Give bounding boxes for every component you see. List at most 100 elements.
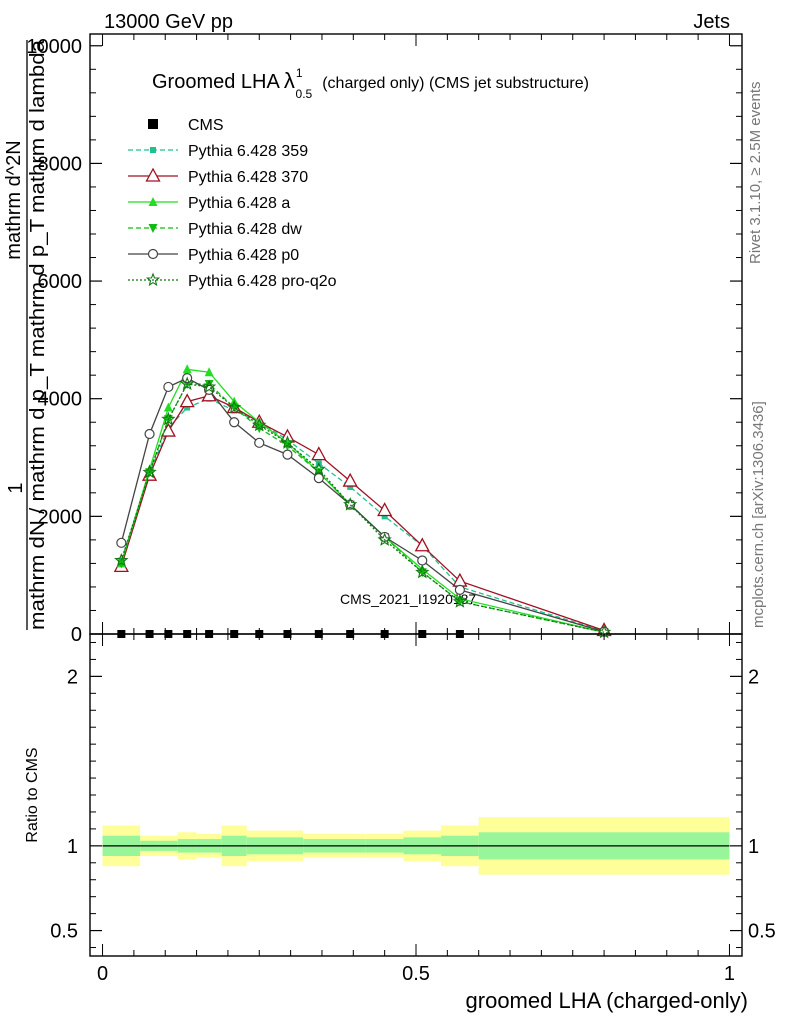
chart-title: Groomed LHA λ1 0.5 (charged only) (CMS jet …	[152, 66, 589, 101]
title-symbol: λ	[284, 68, 295, 93]
data-point	[311, 446, 327, 461]
watermark: CMS_2021_I1920187	[340, 591, 476, 607]
legend-label: Pythia 6.428 dw	[188, 221, 302, 238]
legend-label: Pythia 6.428 p0	[188, 247, 299, 264]
legend-entry: Pythia 6.428 370	[128, 167, 308, 186]
ratio-y-tick-label: 0.5	[50, 921, 78, 943]
legend-entry: Pythia 6.428 pro-q2o	[128, 272, 337, 290]
y-title-over: mathrm d^2N	[3, 140, 25, 259]
main-y-tick-label: 0	[71, 624, 82, 646]
legend-label: Pythia 6.428 359	[188, 143, 308, 160]
ratio-x-tick-label: 1	[724, 963, 735, 985]
legend: CMS Pythia 6.428 359 Pythia 6.428 370 Pythi…	[128, 117, 337, 290]
data-point	[179, 393, 195, 408]
data-point	[201, 379, 217, 394]
rivet-label: Rivet 3.1.10, ≥ 2.5M events	[747, 82, 764, 265]
legend-label: CMS	[188, 117, 224, 134]
data-point	[144, 428, 155, 440]
data-point	[452, 572, 468, 587]
data-point	[280, 435, 295, 449]
series-line	[120, 397, 605, 632]
data-point	[252, 417, 267, 432]
header-right: Jets	[693, 11, 730, 33]
legend-label: Pythia 6.428 370	[188, 169, 308, 186]
legend-marker	[145, 167, 161, 182]
main-y-tick-label: 8000	[38, 153, 83, 175]
data-point	[229, 417, 240, 428]
data-point	[454, 584, 465, 595]
data-point	[204, 367, 214, 377]
legend-entry: Pythia 6.428 359	[128, 143, 308, 160]
ratio-y-tick-label-right: 1	[748, 836, 759, 858]
data-point	[311, 461, 326, 476]
header-left: 13000 GeV pp	[104, 11, 233, 33]
data-point	[160, 422, 176, 437]
ratio-y-axis: 0.5 0.5 1 1 2 2	[50, 641, 776, 949]
main-x-ticks	[102, 34, 730, 634]
ratio-y-tick-label-right: 0.5	[748, 921, 776, 943]
mcplots-label: mcplots.cern.ch [arXiv:1306.3436]	[750, 401, 767, 628]
data-point	[227, 399, 242, 414]
legend-label: Pythia 6.428 pro-q2o	[188, 273, 337, 290]
legend-marker	[150, 147, 156, 153]
data-point	[254, 437, 265, 448]
ratio-x-tick-label: 0	[97, 963, 108, 985]
data-point	[377, 502, 393, 517]
main-y-tick-label: 2000	[38, 506, 83, 528]
data-point	[417, 555, 428, 566]
main-y-tick-label: 6000	[38, 271, 83, 293]
legend-entry: CMS	[148, 117, 224, 134]
series-line	[120, 368, 605, 633]
data-point	[415, 564, 430, 579]
main-y-tick-label: 4000	[38, 389, 83, 411]
ratio-x-tick-label: 0.5	[402, 963, 430, 985]
data-point	[204, 380, 214, 389]
title-suffix: (charged only) (CMS jet substructure)	[322, 75, 589, 92]
x-axis-title: groomed LHA (charged-only)	[466, 988, 748, 1013]
ratio-plot-frame	[89, 633, 743, 957]
y-title-denominator: mathrm dN / mathrm d p_T mathrm d p_T ma…	[27, 39, 49, 630]
data-point	[161, 411, 176, 426]
data-point	[377, 532, 392, 546]
data-point	[282, 449, 293, 460]
title-sub: 0.5	[296, 87, 313, 101]
data-point	[163, 381, 174, 393]
legend-marker	[148, 197, 158, 206]
legend-marker	[148, 119, 158, 129]
ratio-y-title: Ratio to CMS	[24, 747, 41, 842]
main-y-tick-label: 10000	[26, 36, 82, 58]
y-axis-title: 1 mathrm d^2N mathrm dN / mathrm d p_T m…	[3, 39, 49, 630]
data-point	[182, 364, 192, 374]
data-point	[163, 402, 173, 412]
data-point	[452, 594, 467, 608]
data-point	[343, 497, 358, 511]
title-sup: 1	[296, 66, 303, 80]
ratio-x-axis: 0 0.5 1	[97, 634, 735, 985]
data-point	[347, 483, 354, 490]
data-point	[180, 376, 195, 391]
legend-entry: Pythia 6.428 p0	[128, 247, 299, 264]
legend-marker	[147, 248, 159, 260]
data-point	[379, 531, 390, 543]
data-point	[184, 404, 191, 411]
legend-marker	[145, 272, 161, 287]
data-point	[313, 473, 324, 484]
title-main: Groomed LHA	[152, 71, 280, 93]
ratio-y-tick-label-right: 2	[748, 666, 759, 688]
y-title-numerator: 1	[5, 482, 27, 493]
ratio-y-tick-label: 1	[67, 836, 78, 858]
ratio-y-tick-label: 2	[67, 666, 78, 688]
series-line	[120, 395, 605, 632]
main-y-axis: 0 2000 4000 6000 8000 10000	[26, 36, 742, 646]
data-point	[254, 417, 264, 427]
data-point	[116, 537, 127, 548]
legend-entry: Pythia 6.428 a	[128, 195, 290, 212]
data-point	[414, 537, 430, 552]
data-point	[342, 472, 358, 487]
legend-entry: Pythia 6.428 dw	[128, 221, 302, 238]
legend-marker	[148, 224, 158, 233]
ratio-bands	[102, 817, 730, 875]
data-point	[142, 464, 157, 479]
data-point	[381, 513, 388, 520]
